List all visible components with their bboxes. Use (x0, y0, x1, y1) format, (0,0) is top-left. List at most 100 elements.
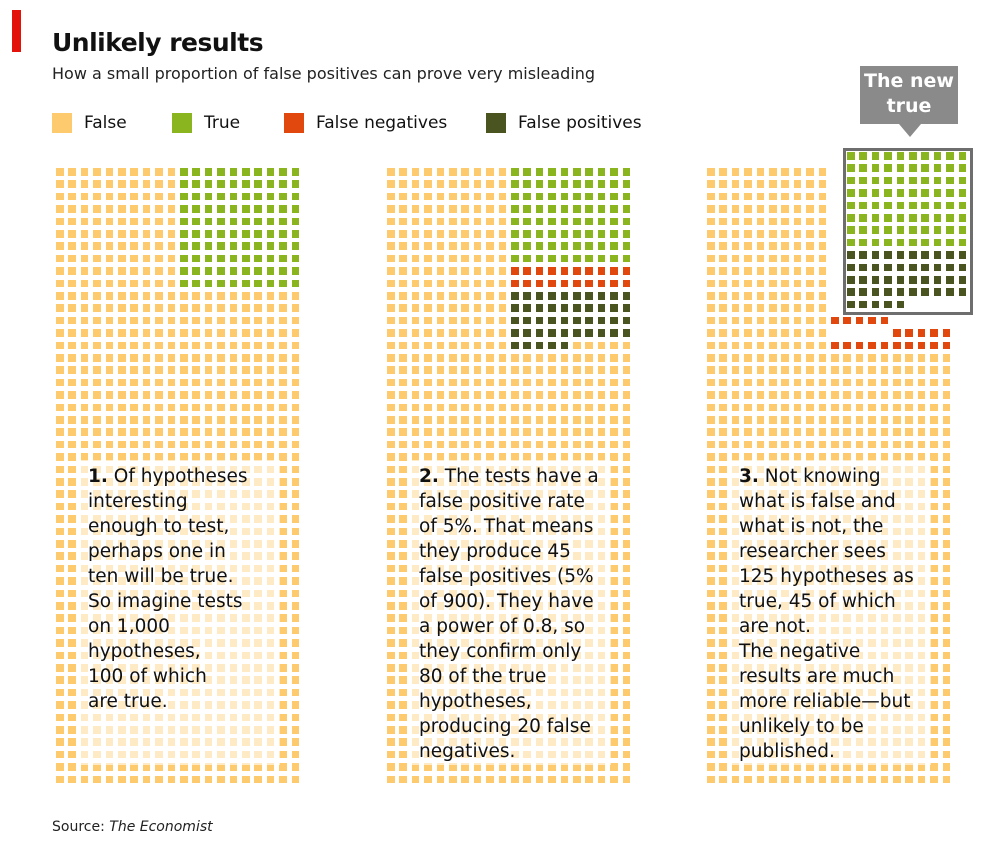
waffle-cell-false (266, 304, 275, 312)
waffle-cell-true (560, 205, 569, 213)
waffle-cell-false-positives (946, 251, 954, 259)
waffle-cell-false (744, 341, 752, 350)
waffle-cell-false (68, 713, 76, 722)
waffle-cell-false-positives (958, 251, 967, 259)
waffle-cell-false (498, 775, 507, 784)
waffle-cell-false (930, 465, 938, 474)
waffle-cell-false (731, 366, 740, 374)
waffle-cell-true (896, 189, 905, 197)
waffle-cell-false (155, 168, 163, 176)
waffle-cell-false (387, 292, 395, 300)
waffle-cell-false (229, 416, 238, 424)
waffle-cell-true (204, 279, 213, 288)
waffle-cell-false (523, 378, 531, 387)
waffle-cell-false (942, 428, 951, 436)
waffle-cell-false (868, 763, 876, 771)
waffle-cell-false (142, 267, 151, 275)
waffle-cell-false (424, 292, 432, 300)
waffle-cell-true (610, 217, 618, 226)
waffle-cell-false (80, 279, 89, 288)
waffle-cell-false (610, 527, 618, 536)
waffle-cell-false (880, 416, 889, 424)
waffle-cell-false (744, 205, 752, 213)
waffle-cell-false (744, 354, 752, 362)
waffle-cell-true (859, 238, 867, 247)
waffle-cell-false (56, 688, 64, 697)
waffle-cell-false (167, 217, 176, 226)
waffle-cell-false (731, 763, 740, 771)
waffle-cell-false (56, 502, 64, 511)
waffle-cell-false (498, 180, 507, 188)
waffle-cell-false (387, 329, 395, 337)
waffle-cell-false (942, 502, 951, 511)
panel-1-line-9: 100 of which (88, 666, 207, 687)
waffle-cell-false (719, 552, 727, 560)
waffle-cell-false (387, 664, 395, 672)
waffle-cell-false (942, 540, 951, 548)
waffle-cell-false (597, 403, 606, 412)
waffle-cell-false (167, 341, 176, 350)
waffle-cell-true (548, 254, 556, 263)
waffle-cell-false (399, 217, 407, 226)
waffle-cell-false (473, 316, 482, 325)
waffle-cell-false (707, 205, 715, 213)
waffle-cell-false (719, 341, 727, 350)
waffle-cell-false (399, 267, 407, 275)
waffle-cell-false (80, 292, 89, 300)
waffle-cell-true (871, 238, 880, 247)
waffle-cell-false (719, 701, 727, 709)
waffle-cell-false (511, 354, 519, 362)
waffle-cell-false (905, 775, 913, 784)
waffle-cell-false (610, 651, 618, 660)
waffle-cell-false-positives (622, 329, 631, 337)
waffle-cell-true (180, 217, 188, 226)
waffle-cell-false (461, 416, 469, 424)
waffle-cell-false (769, 254, 777, 263)
waffle-cell-true (896, 164, 905, 172)
waffle-cell-false-negatives (868, 316, 876, 325)
waffle-cell-false (56, 738, 64, 746)
waffle-cell-false (291, 701, 300, 709)
waffle-cell-false (756, 366, 765, 374)
waffle-cell-false (291, 775, 300, 784)
waffle-cell-true (523, 242, 531, 250)
waffle-cell-true (180, 192, 188, 201)
waffle-cell-false (535, 416, 544, 424)
waffle-cell-false (744, 267, 752, 275)
waffle-cell-false (560, 453, 569, 461)
waffle-cell-false (461, 428, 469, 436)
waffle-cell-false (56, 378, 64, 387)
waffle-cell-false (449, 217, 457, 226)
panel-2-line-12: negatives. (419, 741, 516, 762)
waffle-cell-false (68, 205, 76, 213)
waffle-cell-true (946, 189, 954, 197)
waffle-cell-true (279, 205, 287, 213)
waffle-cell-false (242, 304, 250, 312)
waffle-cell-false (229, 391, 238, 399)
waffle-cell-false (818, 341, 827, 350)
waffle-cell-false (167, 416, 176, 424)
waffle-cell-false (806, 180, 814, 188)
waffle-cell-false (279, 626, 287, 635)
waffle-cell-false (167, 168, 176, 176)
waffle-cell-false (756, 416, 765, 424)
waffle-cell-false (731, 354, 740, 362)
waffle-cell-false (387, 651, 395, 660)
waffle-cell-false (118, 267, 126, 275)
waffle-cell-false (242, 453, 250, 461)
waffle-cell-false (411, 230, 420, 238)
waffle-cell-false (486, 354, 494, 362)
waffle-cell-false (868, 391, 876, 399)
waffle-cell-false (597, 354, 606, 362)
waffle-cell-false (473, 329, 482, 337)
waffle-cell-false (560, 763, 569, 771)
waffle-cell-false (399, 180, 407, 188)
waffle-cell-false (719, 775, 727, 784)
waffle-cell-false (756, 440, 765, 449)
waffle-cell-false (486, 428, 494, 436)
waffle-cell-false (498, 416, 507, 424)
waffle-cell-false (917, 403, 926, 412)
waffle-cell-false (744, 453, 752, 461)
waffle-cell-false (399, 515, 407, 523)
waffle-cell-false (167, 403, 176, 412)
